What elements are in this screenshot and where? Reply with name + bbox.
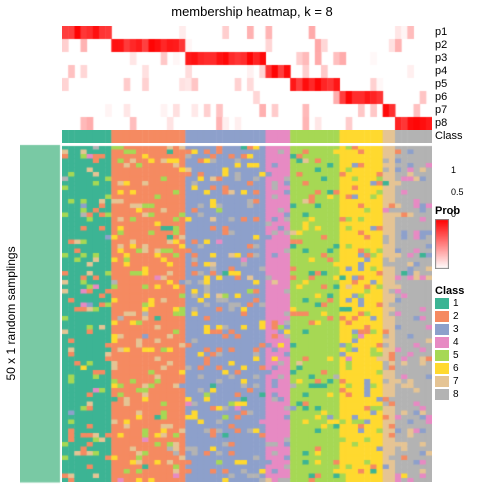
sampling-heatmap xyxy=(62,145,432,482)
row-label: p3 xyxy=(435,52,447,64)
legend-class-item: 7 xyxy=(435,375,464,388)
row-label: p4 xyxy=(435,65,447,77)
outer-sidebar-label: 50 x 1 random samplings xyxy=(4,145,18,483)
legend-class: Class 12345678 xyxy=(435,285,464,401)
row-label-class: Class xyxy=(435,130,463,142)
prob-colorbar xyxy=(435,219,449,269)
legend-class-item: 6 xyxy=(435,362,464,375)
legend-class-item: 2 xyxy=(435,310,464,323)
legend-prob: Prob 1 0.5 0 xyxy=(435,205,460,217)
row-label: p7 xyxy=(435,104,447,116)
legend-class-item: 8 xyxy=(435,388,464,401)
row-label: p6 xyxy=(435,91,447,103)
legend-class-item: 5 xyxy=(435,349,464,362)
legend-class-item: 4 xyxy=(435,336,464,349)
class-annotation-row xyxy=(62,130,432,143)
chart-title: membership heatmap, k = 8 xyxy=(0,4,504,19)
row-label: p5 xyxy=(435,78,447,90)
legend-class-item: 1 xyxy=(435,297,464,310)
membership-heatmap xyxy=(62,26,432,130)
row-label: p1 xyxy=(435,26,447,38)
row-label: p2 xyxy=(435,39,447,51)
row-label: p8 xyxy=(435,117,447,129)
legend-class-item: 3 xyxy=(435,323,464,336)
